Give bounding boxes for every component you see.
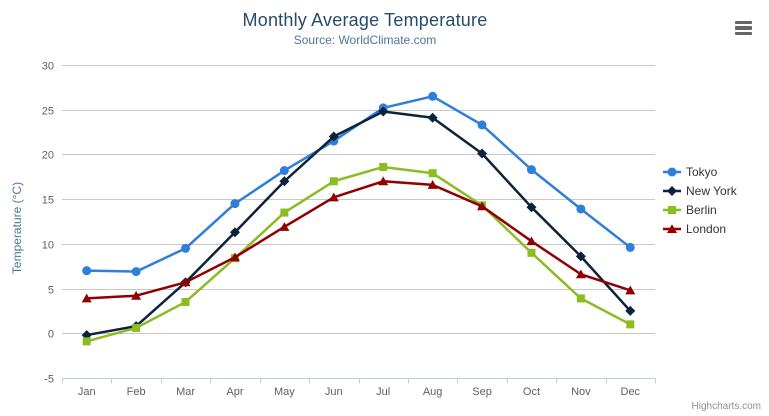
series-marker-tokyo[interactable] bbox=[526, 165, 536, 175]
series-marker-tokyo[interactable] bbox=[82, 266, 92, 276]
legend-label-new-york: New York bbox=[686, 183, 737, 198]
series-marker-tokyo[interactable] bbox=[477, 120, 487, 130]
series-line-tokyo[interactable] bbox=[85, 95, 632, 273]
series-marker-new-york[interactable] bbox=[477, 148, 488, 159]
x-axis-tick-label: Jan bbox=[78, 386, 96, 398]
y-axis-tick-label: 0 bbox=[48, 329, 54, 341]
series-marker-new-york[interactable] bbox=[279, 176, 290, 187]
x-axis-tick-label: Jul bbox=[376, 386, 390, 398]
series-new-york bbox=[81, 106, 636, 341]
series-marker-london[interactable] bbox=[575, 269, 586, 279]
legend-item-new-york[interactable]: New York bbox=[663, 181, 737, 200]
series-marker-tokyo[interactable] bbox=[576, 204, 586, 214]
series-tokyo bbox=[82, 91, 635, 277]
chart-title: Monthly Average Temperature bbox=[242, 10, 488, 30]
series-marker-tokyo[interactable] bbox=[181, 243, 191, 253]
legend-label-tokyo: Tokyo bbox=[686, 164, 718, 179]
hamburger-bar bbox=[735, 20, 752, 24]
legend-label-london: London bbox=[686, 221, 727, 236]
series-marker-berlin[interactable] bbox=[428, 169, 437, 178]
series-marker-london[interactable] bbox=[526, 236, 537, 246]
legend-marker-circle-icon bbox=[663, 167, 681, 176]
chart-subtitle: Source: WorldClimate.com bbox=[293, 33, 437, 47]
legend-item-tokyo[interactable]: Tokyo bbox=[663, 162, 737, 181]
series-marker-new-york[interactable] bbox=[328, 131, 339, 142]
series-marker-london[interactable] bbox=[131, 290, 142, 300]
series-marker-tokyo[interactable] bbox=[230, 199, 240, 209]
series-line-new-york[interactable] bbox=[85, 110, 632, 337]
x-axis-tick-label: Jun bbox=[325, 386, 343, 398]
x-axis-tick-label: Oct bbox=[523, 386, 540, 398]
export-menu-icon[interactable] bbox=[735, 18, 755, 38]
series-marker-new-york[interactable] bbox=[427, 112, 438, 123]
legend-label-berlin: Berlin bbox=[686, 202, 717, 217]
series-line-berlin[interactable] bbox=[85, 165, 632, 343]
series-marker-new-york[interactable] bbox=[378, 106, 389, 117]
y-axis-tick-label: 25 bbox=[42, 106, 54, 118]
series-marker-berlin[interactable] bbox=[132, 323, 141, 332]
legend-item-berlin[interactable]: Berlin bbox=[663, 200, 737, 219]
series-marker-berlin[interactable] bbox=[626, 320, 635, 329]
legend-item-london[interactable]: London bbox=[663, 219, 737, 238]
legend-marker-square-icon bbox=[663, 205, 681, 214]
series-marker-london[interactable] bbox=[378, 176, 389, 186]
y-axis-tick-label: 30 bbox=[42, 61, 54, 73]
y-axis-tick-label: -5 bbox=[44, 374, 54, 386]
y-axis-tick-label: 15 bbox=[42, 195, 54, 207]
series-marker-london[interactable] bbox=[180, 277, 191, 287]
x-axis-tick-label: Mar bbox=[176, 386, 195, 398]
legend-marker-diamond-icon bbox=[663, 185, 681, 196]
y-axis-tick-label: 20 bbox=[42, 150, 54, 162]
credits-link[interactable]: Highcharts.com bbox=[691, 401, 761, 412]
series-marker-new-york[interactable] bbox=[625, 305, 636, 316]
hamburger-bar bbox=[735, 26, 752, 30]
series-marker-tokyo[interactable] bbox=[279, 166, 289, 176]
x-axis-tick-label: May bbox=[274, 386, 295, 398]
series-marker-berlin[interactable] bbox=[329, 177, 338, 186]
series-marker-london[interactable] bbox=[81, 293, 92, 303]
series-marker-tokyo[interactable] bbox=[428, 91, 438, 101]
series-marker-london[interactable] bbox=[427, 180, 438, 189]
legend-marker-shape-tokyo[interactable] bbox=[667, 167, 677, 176]
legend-marker-shape-new-york[interactable] bbox=[667, 185, 677, 196]
series-marker-london[interactable] bbox=[625, 285, 636, 295]
series-marker-new-york[interactable] bbox=[526, 202, 537, 213]
series-marker-london[interactable] bbox=[279, 222, 290, 231]
y-axis-tick-label: 5 bbox=[48, 285, 54, 297]
hamburger-bar bbox=[735, 32, 752, 36]
series-marker-tokyo[interactable] bbox=[131, 267, 141, 277]
series-london bbox=[81, 176, 636, 303]
legend-marker-shape-berlin[interactable] bbox=[668, 205, 676, 214]
legend-marker-triangle-icon bbox=[663, 223, 681, 233]
series-marker-berlin[interactable] bbox=[82, 337, 91, 346]
x-axis-tick-label: Dec bbox=[621, 386, 641, 398]
series-marker-london[interactable] bbox=[229, 252, 240, 262]
x-axis-tick-label: Feb bbox=[127, 386, 146, 398]
series-marker-berlin[interactable] bbox=[576, 294, 585, 303]
series-marker-berlin[interactable] bbox=[280, 208, 289, 217]
x-axis-tick-label: Aug bbox=[423, 386, 443, 398]
series-marker-tokyo[interactable] bbox=[625, 242, 635, 252]
series-marker-london[interactable] bbox=[477, 201, 488, 211]
series-marker-berlin[interactable] bbox=[181, 297, 190, 306]
series-marker-new-york[interactable] bbox=[575, 251, 586, 262]
series-marker-berlin[interactable] bbox=[379, 162, 388, 171]
y-axis-title: Temperature (°C) bbox=[10, 181, 24, 275]
legend: Tokyo New York Berlin London bbox=[663, 162, 737, 238]
x-axis-tick-label: Nov bbox=[571, 386, 591, 398]
series-marker-london[interactable] bbox=[328, 192, 339, 202]
x-axis-tick-label: Sep bbox=[472, 386, 492, 398]
series-line-london[interactable] bbox=[85, 180, 632, 300]
series-marker-berlin[interactable] bbox=[527, 248, 536, 257]
x-axis-tick-label: Apr bbox=[226, 386, 243, 398]
y-axis-tick-label: 10 bbox=[42, 240, 54, 252]
legend-marker-shape-london[interactable] bbox=[667, 223, 677, 233]
series-marker-new-york[interactable] bbox=[229, 227, 240, 238]
